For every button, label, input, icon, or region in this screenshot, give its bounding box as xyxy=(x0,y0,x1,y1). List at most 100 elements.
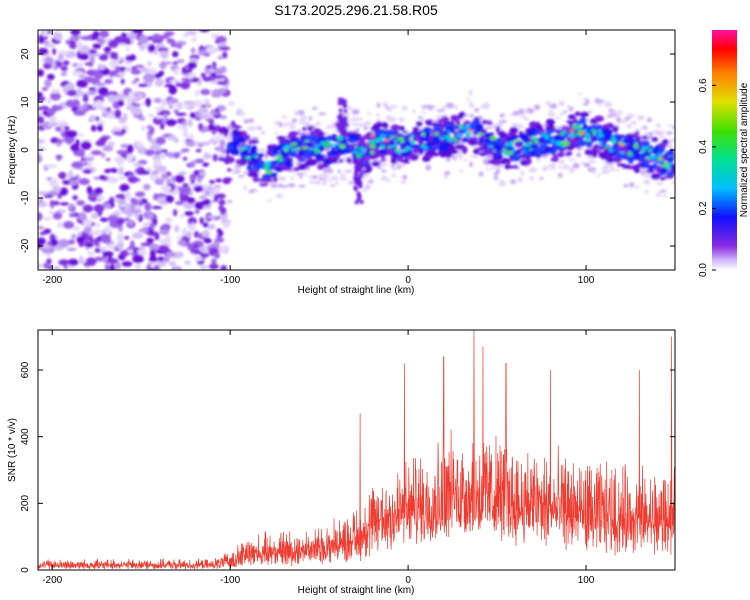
noise-blob xyxy=(58,259,70,266)
noise-blob xyxy=(198,195,207,200)
halo-blob xyxy=(362,122,371,127)
band-blob xyxy=(446,147,456,152)
colorbar-gradient xyxy=(712,30,737,270)
halo-blob xyxy=(335,180,339,185)
noise-blob xyxy=(100,235,112,244)
halo-blob xyxy=(640,126,644,130)
halo-blob xyxy=(648,131,653,137)
halo-blob xyxy=(314,179,321,185)
hot-blob xyxy=(354,145,359,149)
hot-blob xyxy=(314,148,320,154)
halo-blob xyxy=(308,116,313,121)
halo-blob xyxy=(666,144,673,148)
core-blob xyxy=(441,142,448,148)
noise-blob xyxy=(119,203,128,208)
feature-blob xyxy=(359,199,364,204)
hot-blob xyxy=(487,145,494,148)
halo-blob xyxy=(321,181,327,186)
noise-blob xyxy=(116,209,123,214)
noise-blob xyxy=(127,218,134,226)
hot-blob xyxy=(263,163,270,168)
halo-blob xyxy=(422,105,431,109)
band-blob xyxy=(461,147,468,155)
halo-blob xyxy=(400,163,407,167)
noise-blob xyxy=(172,209,178,217)
hot-blob xyxy=(276,157,280,162)
core-blob xyxy=(514,149,522,154)
band-blob xyxy=(267,144,272,151)
band-blob xyxy=(569,139,580,146)
noise-blob xyxy=(194,255,203,262)
halo-blob xyxy=(656,191,661,198)
core-blob xyxy=(538,149,546,153)
halo-blob xyxy=(401,105,408,111)
feature-blob xyxy=(342,99,347,104)
band-blob xyxy=(247,172,258,177)
band-blob xyxy=(593,143,600,151)
core-blob xyxy=(483,148,488,152)
noise-blob xyxy=(154,78,164,87)
band-blob xyxy=(570,144,576,149)
core-blob xyxy=(640,162,646,168)
hot-blob xyxy=(522,143,530,147)
hot-blob xyxy=(336,136,344,141)
core-blob xyxy=(590,136,598,142)
hot-blob xyxy=(503,151,508,156)
hot-blob xyxy=(277,154,282,158)
noise-blob xyxy=(155,115,162,119)
band-blob xyxy=(450,114,460,122)
halo-blob xyxy=(299,174,303,179)
noise-blob xyxy=(161,99,166,108)
colorbar-tick-label: 0.2 xyxy=(698,201,709,215)
halo-blob xyxy=(490,166,496,170)
hot-blob xyxy=(668,155,672,158)
noise-blob xyxy=(125,47,130,52)
halo-blob xyxy=(228,102,236,107)
noise-blob xyxy=(165,251,177,258)
band-blob xyxy=(390,157,398,165)
halo-blob xyxy=(266,199,272,202)
noise-blob xyxy=(172,61,179,65)
noise-blob xyxy=(199,30,210,33)
hot-blob xyxy=(369,140,376,145)
noise-blob xyxy=(104,263,110,270)
hot-blob xyxy=(610,139,617,144)
noise-blob xyxy=(199,171,206,177)
halo-blob xyxy=(582,103,589,106)
halo-blob xyxy=(658,130,665,136)
noise-blob xyxy=(110,51,116,60)
noise-blob xyxy=(60,125,65,133)
core-blob xyxy=(652,147,658,153)
noise-blob xyxy=(130,198,137,204)
feature-blob xyxy=(359,172,364,177)
core-blob xyxy=(258,160,264,168)
band-blob xyxy=(372,123,379,129)
hot-blob xyxy=(598,141,603,146)
noise-blob xyxy=(147,44,156,53)
hot-blob xyxy=(575,124,582,128)
noise-blob xyxy=(182,33,189,38)
band-blob xyxy=(403,158,408,164)
noise-blob xyxy=(156,47,169,52)
noise-blob xyxy=(94,187,104,195)
noise-blob xyxy=(38,47,49,56)
halo-blob xyxy=(344,170,353,173)
hot-blob xyxy=(492,149,497,153)
noise-blob xyxy=(58,171,67,179)
noise-blob xyxy=(104,168,111,174)
noise-blob xyxy=(66,247,77,252)
noise-blob xyxy=(149,267,156,270)
snr-xtick-label: -100 xyxy=(220,575,240,586)
noise-blob xyxy=(147,132,152,142)
core-blob xyxy=(231,140,240,148)
noise-blob xyxy=(44,79,52,88)
noise-blob xyxy=(183,79,193,84)
hot-blob xyxy=(466,124,470,130)
hot-blob xyxy=(380,134,387,137)
noise-blob xyxy=(214,146,226,152)
noise-blob xyxy=(83,226,92,234)
halo-blob xyxy=(562,164,570,170)
noise-blob xyxy=(107,141,116,147)
halo-blob xyxy=(277,183,285,188)
core-blob xyxy=(315,153,323,161)
